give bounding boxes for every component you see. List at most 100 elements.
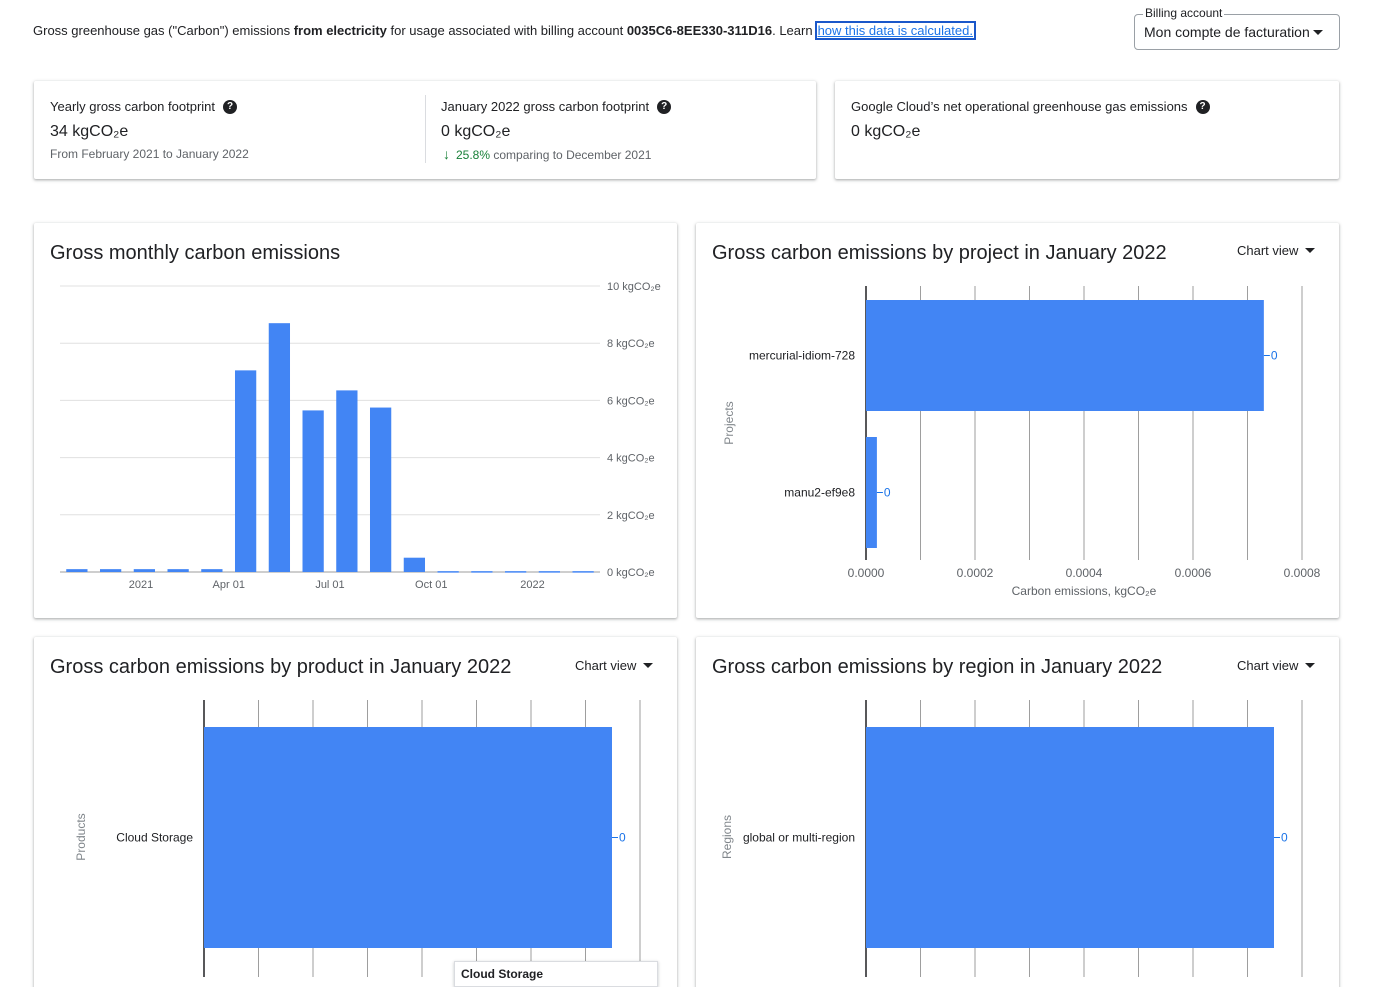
net-emissions-title-text: Google Cloud’s net operational greenhous… bbox=[851, 99, 1188, 114]
monthly-bar bbox=[167, 569, 189, 572]
chevron-down-icon bbox=[1305, 663, 1316, 668]
billing-account-select[interactable]: Billing account Mon compte de facturatio… bbox=[1134, 6, 1340, 50]
category-bar bbox=[204, 727, 612, 948]
y-axis-title: Products bbox=[74, 813, 88, 860]
x-tick-label: 0.0002 bbox=[957, 566, 994, 580]
x-tick-label: 2021 bbox=[129, 579, 153, 591]
monthly-bar bbox=[234, 370, 257, 572]
project-emissions-chart: Projects mercurial-idiom-728 0 manu2-ef9e8 0… bbox=[722, 286, 1321, 598]
category-bar bbox=[866, 300, 1264, 411]
data-label: 0 bbox=[1271, 349, 1278, 363]
product-emissions-title: Gross carbon emissions by product in Jan… bbox=[50, 656, 512, 678]
intro-text: Gross greenhouse gas ("Carbon") emission… bbox=[33, 21, 976, 40]
x-tick-label: 2022 bbox=[520, 579, 544, 591]
y-tick-label: 2 kgCO₂e bbox=[607, 510, 655, 522]
yearly-footprint-range: From February 2021 to January 2022 bbox=[50, 147, 249, 161]
intro-bold-electricity: from electricity bbox=[293, 23, 387, 38]
change-percent: 25.8% bbox=[456, 148, 491, 162]
intro-part-1: Gross greenhouse gas ("Carbon") emission… bbox=[33, 23, 294, 38]
billing-account-value: Mon compte de facturation bbox=[1144, 24, 1310, 40]
help-circle-icon[interactable]: ? bbox=[223, 99, 238, 114]
net-emissions-title: Google Cloud’s net operational greenhous… bbox=[851, 99, 1210, 114]
monthly-bar bbox=[201, 569, 223, 572]
monthly-footprint-value: 0 kgCO₂e bbox=[441, 123, 511, 140]
y-tick-label: 8 kgCO₂e bbox=[607, 338, 655, 350]
monthly-footprint-title: January 2022 gross carbon footprint ? bbox=[441, 99, 672, 114]
yearly-footprint-title: Yearly gross carbon footprint ? bbox=[50, 99, 238, 114]
x-axis-title: Carbon emissions, kgCO₂e bbox=[1012, 584, 1157, 598]
category-label: global or multi-region bbox=[743, 831, 855, 845]
intro-part-2: for usage associated with billing accoun… bbox=[386, 23, 627, 38]
y-axis-title: Projects bbox=[722, 401, 736, 444]
change-text: comparing to December 2021 bbox=[490, 148, 652, 162]
region-emissions-chart: Regions global or multi-region 0 bbox=[720, 700, 1303, 977]
region-emissions-card: Gross carbon emissions by region in Janu… bbox=[696, 637, 1339, 987]
monthly-bar bbox=[268, 323, 291, 572]
y-tick-label: 10 kgCO₂e bbox=[607, 281, 661, 293]
monthly-bar bbox=[538, 571, 561, 573]
chevron-down-icon bbox=[1305, 248, 1316, 253]
x-tick-label: 0.0000 bbox=[848, 566, 885, 580]
monthly-bar bbox=[572, 571, 594, 573]
x-tick-label: 0.0004 bbox=[1066, 566, 1103, 580]
yearly-footprint-title-text: Yearly gross carbon footprint bbox=[50, 99, 216, 114]
project-emissions-title: Gross carbon emissions by project in Jan… bbox=[712, 242, 1167, 264]
x-tick-label: Oct 01 bbox=[415, 579, 447, 591]
monthly-bar bbox=[369, 407, 392, 572]
chevron-down-icon bbox=[643, 663, 654, 668]
category-label: Cloud Storage bbox=[116, 831, 193, 845]
monthly-bar bbox=[403, 557, 426, 572]
monthly-bar bbox=[437, 571, 459, 573]
help-circle-icon[interactable]: ? bbox=[657, 99, 672, 114]
product-chart-view-dropdown[interactable]: Chart view bbox=[575, 658, 654, 673]
category-label: mercurial-idiom-728 bbox=[749, 349, 855, 363]
category-label: manu2-ef9e8 bbox=[784, 486, 855, 500]
region-chart-view-dropdown[interactable]: Chart view bbox=[1237, 658, 1316, 673]
yearly-footprint-value: 34 kgCO₂e bbox=[50, 123, 129, 140]
x-tick-label: 0.0008 bbox=[1284, 566, 1321, 580]
data-label: 0 bbox=[884, 486, 891, 500]
y-tick-label: 4 kgCO₂e bbox=[607, 453, 655, 465]
intro-part-3: . Learn bbox=[772, 23, 813, 38]
monthly-bar bbox=[99, 569, 122, 572]
learn-more-link[interactable]: how this data is calculated. bbox=[814, 21, 976, 40]
monthly-bar bbox=[66, 569, 88, 572]
product-emissions-chart: Products Cloud Storage 0 bbox=[74, 700, 641, 977]
chart-view-label: Chart view bbox=[1237, 658, 1299, 673]
y-tick-label: 6 kgCO₂e bbox=[607, 395, 655, 407]
product-emissions-card: Gross carbon emissions by product in Jan… bbox=[34, 637, 677, 987]
y-tick-label: 0 kgCO₂e bbox=[607, 567, 655, 579]
region-emissions-title: Gross carbon emissions by region in Janu… bbox=[712, 656, 1163, 678]
x-tick-label: Jul 01 bbox=[315, 579, 344, 591]
data-label: 0 bbox=[619, 831, 626, 845]
chevron-down-icon bbox=[1313, 30, 1323, 35]
x-tick-label: Apr 01 bbox=[213, 579, 245, 591]
net-emissions-value: 0 kgCO₂e bbox=[851, 123, 921, 140]
monthly-bar bbox=[504, 571, 527, 573]
project-chart-view-dropdown[interactable]: Chart view bbox=[1237, 243, 1316, 258]
y-axis-title: Regions bbox=[720, 815, 734, 859]
x-tick-label: 0.0006 bbox=[1175, 566, 1212, 580]
monthly-emissions-title: Gross monthly carbon emissions bbox=[50, 242, 341, 264]
chart-view-label: Chart view bbox=[575, 658, 637, 673]
monthly-bar bbox=[302, 410, 324, 572]
monthly-emissions-chart: 10 kgCO₂e 8 kgCO₂e 6 kgCO₂e 4 kgCO₂e 2 kgCO₂… bbox=[60, 281, 661, 591]
arrow-down-icon: ↓ bbox=[443, 146, 450, 162]
project-emissions-card: Gross carbon emissions by project in Jan… bbox=[696, 223, 1339, 618]
chart-tooltip: Cloud Storage bbox=[454, 961, 658, 987]
chart-view-label: Chart view bbox=[1237, 243, 1299, 258]
category-bar bbox=[866, 727, 1274, 948]
help-circle-icon[interactable]: ? bbox=[1195, 99, 1210, 114]
footprint-summary-card: Yearly gross carbon footprint ? 34 kgCO₂… bbox=[34, 81, 816, 179]
monthly-emissions-card: Gross monthly carbon emissions 10 kgCO₂e… bbox=[34, 223, 677, 618]
monthly-bar bbox=[336, 390, 358, 572]
monthly-bar bbox=[133, 569, 156, 572]
net-emissions-card: Google Cloud’s net operational greenhous… bbox=[835, 81, 1339, 179]
billing-account-label: Billing account bbox=[1143, 6, 1225, 20]
data-label: 0 bbox=[1281, 831, 1288, 845]
kpi-divider bbox=[425, 95, 426, 163]
category-bar bbox=[866, 437, 877, 548]
monthly-footprint-title-text: January 2022 gross carbon footprint bbox=[441, 99, 650, 114]
monthly-footprint-change: ↓ 25.8% comparing to December 2021 bbox=[443, 146, 651, 162]
billing-account-id: 0035C6-8EE330-311D16 bbox=[626, 23, 773, 38]
